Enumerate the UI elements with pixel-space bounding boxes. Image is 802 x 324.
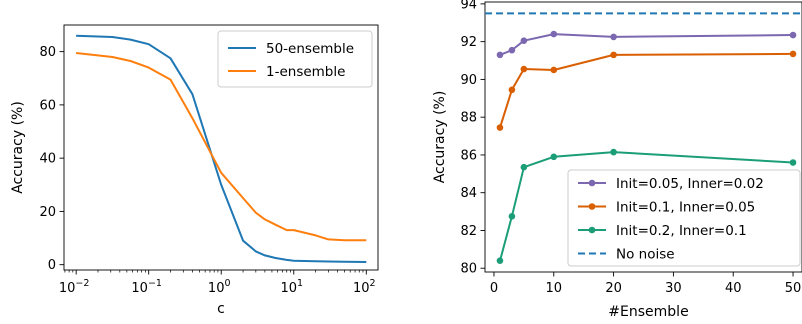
y-tick-label: 80 (460, 262, 477, 277)
data-point-init-0-1-inner-0-05 (508, 86, 516, 94)
y-tick-label: 84 (460, 186, 477, 201)
legend: Init=0.05, Inner=0.02 Init=0.1, Inner=0.0… (567, 169, 801, 267)
left-chart: 10−2 10−1 100 101 102 0 20 40 60 80 c Accuracy (%) 5… (10, 24, 379, 317)
y-tick-label: 86 (460, 148, 477, 163)
x-tick-label: 10−1 (131, 278, 162, 296)
plot-frame (484, 1, 802, 273)
data-point-init-0-1-inner-0-05 (520, 65, 528, 73)
y-tick-label: 60 (39, 98, 56, 113)
x-tick-label: 101 (280, 278, 303, 296)
data-point-init-0-1-inner-0-05 (610, 51, 617, 59)
y-tick-label: 94 (460, 0, 477, 12)
y-tick-label: 82 (460, 224, 477, 239)
y-tick-label: 90 (460, 73, 477, 88)
x-tick-label: 102 (353, 278, 376, 296)
data-point-init-0-2-inner-0-1 (550, 153, 558, 161)
x-axis-label: c (217, 301, 225, 317)
data-point-init-0-2-inner-0-1 (508, 213, 516, 220)
series-line-init-0-1-inner-0-05 (499, 52, 794, 128)
legend-label: 50-ensemble (266, 41, 354, 57)
x-tick-label: 30 (665, 281, 682, 296)
y-tick-label: 40 (39, 152, 56, 167)
data-point-init-0-05-inner-0-02 (789, 31, 797, 39)
y-tick-label: 92 (460, 35, 477, 50)
legend-label: Init=0.1, Inner=0.05 (616, 200, 755, 216)
legend: 50-ensemble 1-ensemble (217, 30, 373, 88)
data-point-init-0-1-inner-0-05 (550, 66, 558, 74)
legend-label: Init=0.2, Inner=0.1 (616, 223, 747, 239)
legend-box (567, 169, 801, 267)
x-tick-label: 40 (725, 281, 742, 296)
right-chart: 0 10 20 30 40 50 80 82 84 86 88 90 92 94 #Ensemble Accu… (432, 0, 802, 320)
y-tick-label: 20 (39, 205, 56, 220)
data-point-init-0-05-inner-0-02 (550, 30, 558, 38)
series-line-1-ensemble (75, 52, 367, 242)
legend-label: 1-ensemble (266, 64, 345, 80)
data-point-init-0-2-inner-0-1 (610, 148, 617, 156)
legend-box (217, 30, 373, 88)
data-point-init-0-1-inner-0-05 (496, 124, 504, 131)
data-point-init-0-05-inner-0-02 (496, 51, 504, 59)
data-point-init-0-1-inner-0-05 (789, 50, 797, 58)
x-tick-label: 10 (546, 281, 563, 296)
x-tick-label: 100 (208, 278, 231, 296)
legend-marker (588, 203, 596, 210)
y-tick-label: 0 (48, 258, 56, 273)
x-tick-label: 10−2 (59, 278, 90, 296)
x-tick-label: 50 (785, 281, 802, 296)
legend-label: Init=0.05, Inner=0.02 (616, 176, 764, 192)
legend-marker (588, 179, 596, 187)
data-point-init-0-2-inner-0-1 (496, 257, 504, 264)
data-point-init-0-05-inner-0-02 (508, 46, 516, 54)
data-point-init-0-05-inner-0-02 (520, 37, 528, 45)
data-point-init-0-2-inner-0-1 (789, 159, 797, 166)
series-line-50-ensemble (76, 34, 367, 263)
y-tick-label: 80 (39, 45, 56, 60)
x-axis-label: #Ensemble (608, 304, 688, 320)
series-line-init-0-05-inner-0-02 (499, 33, 794, 56)
x-tick-label: 0 (490, 281, 498, 296)
x-tick-label: 20 (605, 281, 622, 296)
data-point-init-0-05-inner-0-02 (610, 33, 617, 41)
legend-marker (588, 226, 596, 234)
y-axis-label: Accuracy (%) (432, 91, 448, 184)
y-tick-label: 88 (460, 111, 477, 126)
legend-label: No noise (616, 247, 675, 263)
series-line-init-0-2-inner-0-1 (499, 151, 794, 261)
y-axis-label: Accuracy (%) (10, 101, 26, 194)
data-point-init-0-2-inner-0-1 (520, 163, 528, 171)
